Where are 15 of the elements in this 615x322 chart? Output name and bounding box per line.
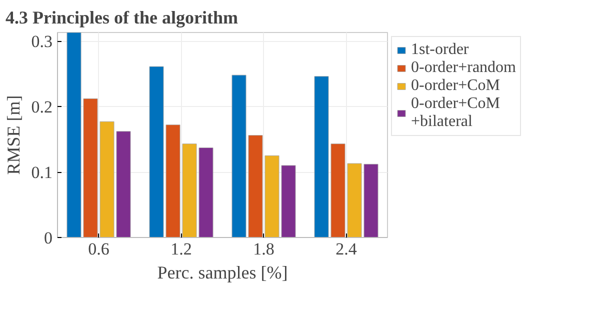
- y-axis-title: RMSE [m]: [3, 95, 24, 175]
- x-tick-label: 2.4: [336, 240, 358, 258]
- legend-label: 1st-order: [411, 41, 469, 59]
- chart-title: 4.3 Principles of the algorithm: [6, 8, 238, 28]
- x-tick-label: 1.2: [170, 240, 192, 258]
- y-tick-label: 0.1: [31, 163, 52, 182]
- y-tick-label: 0: [44, 228, 52, 248]
- legend-label: 0-order+CoM: [411, 77, 500, 95]
- legend-label: 0-order+random: [411, 59, 516, 77]
- y-tick-label: 0.3: [31, 32, 52, 52]
- legend-label: 0-order+CoM +bilateral: [411, 95, 500, 131]
- y-tick-label: 0.2: [31, 98, 52, 117]
- x-tick-label: 0.6: [88, 240, 110, 258]
- x-axis-title: Perc. samples [%]: [157, 262, 288, 282]
- x-tick-label: 1.8: [253, 240, 274, 258]
